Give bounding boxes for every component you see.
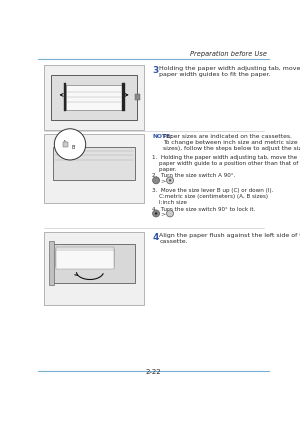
- Text: 3.  Move the size lever B up (C) or down (I).
    C:metric size (centimeters) (A: 3. Move the size lever B up (C) or down …: [152, 188, 274, 205]
- Text: A: A: [63, 140, 66, 145]
- Text: Preparation before Use: Preparation before Use: [190, 51, 267, 57]
- Text: Paper sizes are indicated on the cassettes.
To change between inch size and metr: Paper sizes are indicated on the cassett…: [164, 134, 300, 151]
- Text: 3: 3: [152, 66, 158, 75]
- Bar: [44, 65, 145, 130]
- Circle shape: [153, 177, 160, 184]
- Bar: [53, 147, 135, 181]
- Bar: [56, 249, 114, 269]
- Text: 4: 4: [152, 233, 159, 243]
- Text: NOTE:: NOTE:: [152, 134, 173, 139]
- Text: 2-22: 2-22: [146, 369, 162, 375]
- Circle shape: [54, 129, 86, 160]
- Bar: [44, 134, 145, 204]
- Bar: [122, 83, 124, 111]
- Circle shape: [169, 179, 171, 181]
- Bar: [56, 248, 114, 268]
- Text: Align the paper flush against the left side of the
cassette.: Align the paper flush against the left s…: [159, 233, 300, 244]
- Text: >: >: [160, 178, 166, 184]
- Bar: [66, 85, 122, 110]
- Bar: [64, 83, 66, 111]
- Text: 1.  Holding the paper width adjusting tab, move the
    paper width guide to a p: 1. Holding the paper width adjusting tab…: [152, 155, 300, 172]
- Bar: [56, 247, 114, 266]
- Bar: [49, 241, 54, 285]
- Bar: [135, 94, 140, 100]
- Bar: [44, 232, 145, 305]
- Bar: [53, 244, 135, 283]
- Circle shape: [167, 210, 173, 217]
- Circle shape: [153, 210, 160, 217]
- Circle shape: [155, 212, 157, 215]
- Bar: [63, 142, 68, 147]
- Text: B: B: [71, 145, 75, 150]
- Text: 4.  Turn the size switch 90° to lock it.: 4. Turn the size switch 90° to lock it.: [152, 207, 256, 212]
- Text: >: >: [160, 212, 166, 217]
- Text: Holding the paper width adjusting tab, move the
paper width guides to fit the pa: Holding the paper width adjusting tab, m…: [159, 66, 300, 77]
- Text: 2.  Turn the size switch A 90°.: 2. Turn the size switch A 90°.: [152, 173, 236, 178]
- Circle shape: [167, 177, 173, 184]
- Bar: [51, 74, 137, 120]
